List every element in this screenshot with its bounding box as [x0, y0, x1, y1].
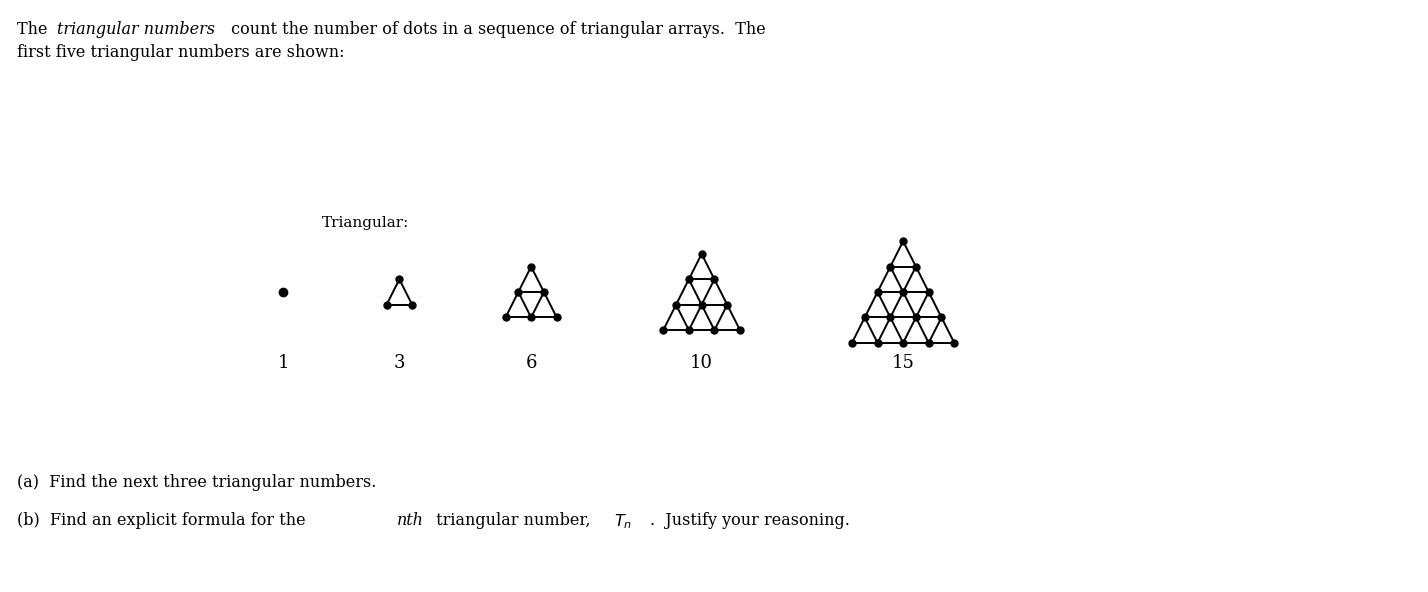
Text: Triangular:: Triangular: — [321, 215, 410, 230]
Text: 3: 3 — [394, 353, 406, 372]
Text: The: The — [17, 21, 53, 38]
Text: (b)  Find an explicit formula for the: (b) Find an explicit formula for the — [17, 512, 311, 529]
Text: 6: 6 — [526, 353, 537, 372]
Text: $T_n$: $T_n$ — [614, 512, 633, 531]
Text: first five triangular numbers are shown:: first five triangular numbers are shown: — [17, 44, 344, 62]
Text: .  Justify your reasoning.: . Justify your reasoning. — [650, 512, 850, 529]
Text: 1: 1 — [277, 353, 288, 372]
Text: 15: 15 — [891, 353, 914, 372]
Text: count the number of dots in a sequence of triangular arrays.  The: count the number of dots in a sequence o… — [226, 21, 765, 38]
Text: nth: nth — [397, 512, 424, 529]
Text: triangular numbers: triangular numbers — [57, 21, 216, 38]
Text: 10: 10 — [690, 353, 713, 372]
Text: (a)  Find the next three triangular numbers.: (a) Find the next three triangular numbe… — [17, 474, 377, 491]
Text: triangular number,: triangular number, — [431, 512, 595, 529]
